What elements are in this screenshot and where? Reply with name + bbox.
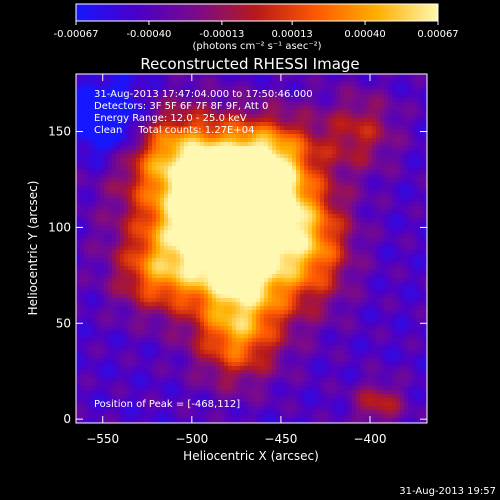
- annotation-energy: Energy Range: 12.0 - 25.0 keV: [94, 113, 247, 124]
- x-tick-label: −400: [354, 432, 387, 446]
- x-tick-label: −500: [175, 432, 208, 446]
- annotation-time-range: 31-Aug-2013 17:47:04.000 to 17:50:46.000: [94, 89, 313, 100]
- footer-timestamp: 31-Aug-2013 19:57: [399, 486, 496, 497]
- annotation-counts: Clean Total counts: 1.27E+04: [94, 125, 254, 136]
- colorbar-ticks: -0.00067 -0.00040 -0.00013 0.00013 0.00040 0.…: [54, 21, 459, 40]
- colorbar-tick-label: 0.00067: [417, 29, 458, 40]
- colorbar-tick-label: -0.00040: [126, 29, 171, 40]
- y-tick-label: 150: [48, 125, 71, 139]
- x-axis-ticks: −550 −500 −450 −400: [86, 74, 386, 446]
- y-tick-label: 100: [48, 220, 71, 234]
- x-tick-label: −550: [86, 432, 119, 446]
- y-axis-ticks: 0 50 100 150: [48, 125, 427, 426]
- colorbar: [75, 3, 439, 22]
- colorbar-tick-label: 0.00040: [344, 29, 385, 40]
- y-tick-label: 0: [63, 412, 71, 426]
- annotation-detectors: Detectors: 3F 5F 6F 7F 8F 9F, Att 0: [94, 101, 268, 112]
- y-tick-label: 50: [56, 316, 71, 330]
- heatmap-image: [76, 74, 427, 423]
- colorbar-tick-label: -0.00067: [54, 29, 99, 40]
- x-tick-label: −450: [264, 432, 297, 446]
- x-axis-label: Heliocentric X (arcsec): [183, 449, 319, 463]
- colorbar-tick-label: 0.00013: [271, 29, 312, 40]
- y-axis-label: Heliocentric Y (arcsec): [26, 181, 40, 316]
- colorbar-units: (photons cm⁻² s⁻¹ asec⁻²): [192, 41, 321, 52]
- peak-position-label: Position of Peak = [-468,112]: [94, 399, 240, 410]
- colorbar-tick-label: -0.00013: [199, 29, 244, 40]
- chart-title: Reconstructed RHESSI Image: [140, 55, 359, 73]
- plot-frame: [75, 73, 428, 424]
